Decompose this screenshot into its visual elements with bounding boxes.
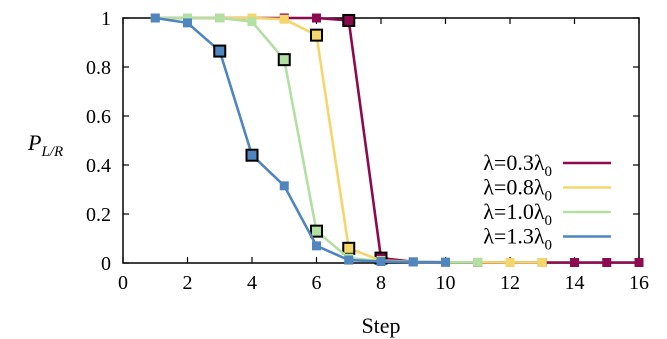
x-tick-label: 8	[376, 272, 386, 294]
legend-label-sub: 0	[545, 213, 553, 229]
highlighted-data-point	[310, 28, 323, 42]
x-axis-label: Step	[361, 313, 400, 338]
highlighted-data-point	[245, 148, 259, 162]
x-tick-label: 16	[629, 272, 649, 294]
data-point	[376, 257, 386, 267]
data-point	[183, 18, 192, 28]
data-point	[215, 13, 225, 23]
series-line	[155, 16, 446, 264]
plot-border	[122, 17, 640, 264]
legend-label-main: λ=1.0λ	[483, 199, 545, 224]
y-tick-label: 0.4	[86, 155, 111, 177]
legend-entry-label: λ=1.3λ0	[483, 224, 552, 254]
data-point	[473, 257, 483, 267]
x-tick-label: 12	[500, 272, 520, 294]
series-2	[150, 13, 483, 267]
highlighted-data-point	[342, 241, 356, 255]
data-point	[344, 255, 354, 265]
data-point	[602, 258, 612, 268]
x-tick-label: 0	[118, 272, 128, 294]
x-tick-label: 14	[565, 272, 585, 294]
data-point	[441, 257, 450, 267]
data-point	[279, 181, 289, 191]
data-point	[312, 13, 321, 23]
legend-entry-label: λ=1.0λ0	[483, 199, 552, 229]
y-tick-label: 0	[101, 253, 111, 275]
series-layer	[150, 13, 644, 268]
x-tick-label: 6	[312, 272, 322, 294]
x-tick-label: 4	[247, 272, 257, 294]
data-point	[570, 258, 579, 268]
data-point	[505, 258, 515, 268]
legend-label-sub: 0	[545, 238, 553, 254]
y-tick-label: 0.8	[86, 57, 111, 79]
y-axis-label: PL/R	[27, 130, 63, 160]
data-point	[408, 257, 418, 267]
legend-entry-label: λ=0.8λ0	[483, 175, 552, 205]
legend-label-main: λ=0.8λ	[483, 175, 545, 200]
plot-frame	[122, 17, 640, 264]
data-point	[247, 17, 257, 27]
legend-label-main: λ=1.3λ	[483, 224, 545, 249]
legend-entry-label: λ=0.3λ0	[483, 150, 552, 180]
x-tick-label: 2	[183, 272, 193, 294]
y-tick-label: 0.6	[86, 106, 111, 128]
data-point	[279, 14, 289, 24]
legend-label-main: λ=0.3λ	[483, 150, 545, 175]
data-point	[150, 13, 160, 23]
data-point	[537, 258, 547, 268]
y-axis-label-main: P	[27, 130, 41, 155]
y-tick-label: 0.2	[86, 204, 111, 226]
highlighted-data-point	[277, 53, 291, 67]
highlighted-data-point	[342, 13, 356, 27]
y-axis-label-sub: L/R	[40, 144, 63, 160]
y-tick-label: 1	[101, 8, 111, 30]
x-tick-label: 10	[436, 272, 456, 294]
legend-label-sub: 0	[545, 189, 553, 205]
highlighted-data-point	[213, 44, 227, 58]
highlighted-data-point	[310, 224, 323, 238]
series-3	[150, 13, 450, 267]
data-point	[312, 241, 321, 251]
data-point	[634, 258, 644, 268]
legend-label-sub: 0	[545, 164, 553, 180]
series-line	[155, 16, 639, 264]
data-point	[183, 13, 192, 23]
